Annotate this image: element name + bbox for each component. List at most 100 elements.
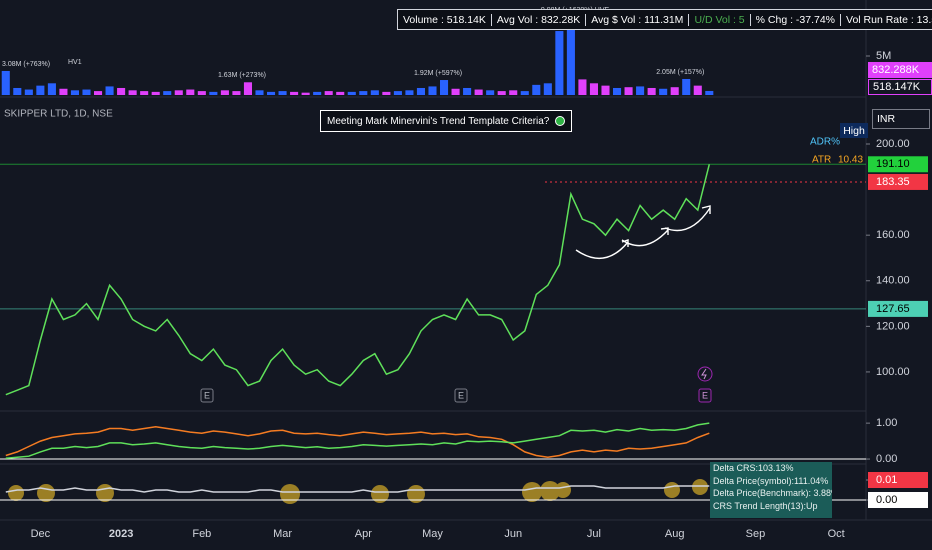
x-tick-label: 2023 [109, 528, 133, 540]
volume-bar [13, 87, 22, 95]
volume-bar [278, 91, 287, 95]
x-tick-label: Apr [355, 528, 372, 540]
y-tick-label: 120.00 [876, 320, 910, 332]
earnings-letter: E [204, 390, 210, 400]
y-tick-label: 5M [876, 50, 891, 62]
series-line [5, 164, 711, 396]
volume-bar [82, 89, 91, 95]
volume-bar [324, 91, 333, 95]
y-tick-label: 0.01 [876, 474, 897, 486]
price-badge-label: 183.35 [876, 176, 910, 188]
earnings-icon [698, 388, 712, 403]
arrow [575, 241, 629, 259]
volume-bar [24, 89, 33, 95]
series-line [5, 485, 710, 493]
y-tick-label: 160.00 [876, 229, 910, 241]
volume-bar [266, 91, 276, 95]
volume-bar [670, 87, 679, 95]
crs-line: CRS Trend Length(13):Up [713, 500, 818, 511]
arrow [621, 229, 669, 247]
price-badge-label: 127.65 [876, 303, 910, 315]
earnings-icon [454, 388, 468, 403]
volume-bar [601, 85, 610, 95]
atr-label: ATR [812, 155, 831, 166]
stat-item: U/D Vol : 5 [689, 13, 751, 26]
volume-bar [509, 90, 518, 95]
signal-dot [555, 482, 571, 498]
volume-bar [336, 91, 345, 95]
crs-box: Delta CRS:103.13% Delta Price(symbol):111… [710, 462, 832, 518]
earnings-letter: E [702, 390, 708, 400]
y-tick-label: 140.00 [876, 275, 910, 287]
criteria-box: Meeting Mark Minervini's Trend Template … [320, 110, 573, 132]
volume-bar [624, 87, 633, 95]
signal-dot [540, 481, 560, 501]
x-tick-label: Mar [273, 528, 292, 540]
lightning [701, 368, 707, 380]
volume-bar [290, 91, 299, 95]
volume-bar [70, 90, 80, 95]
volume-bar [140, 91, 149, 95]
high-label: High [840, 123, 868, 138]
volume-bar [566, 17, 575, 95]
signal-dot [8, 485, 24, 501]
signal-dot [37, 484, 55, 502]
arrow [664, 207, 711, 232]
symbol-label: SKIPPER LTD, 1D, NSE [4, 109, 113, 120]
volume-bar [243, 82, 253, 95]
earnings-icons: E E E [200, 366, 713, 403]
series-line [5, 422, 710, 460]
volume-bar [486, 90, 495, 95]
x-tick-label: Dec [31, 528, 51, 540]
x-tick-label: Jul [587, 528, 601, 540]
stat-item: % Chg : -37.74% [751, 13, 842, 26]
criteria-text: Meeting Mark Minervini's Trend Template … [327, 115, 550, 127]
stats-bar: Volume : 518.14K Avg Vol : 832.28K Avg $ V… [397, 9, 932, 30]
volume-bar [705, 90, 714, 95]
signal-dot [371, 485, 389, 503]
volume-bar [474, 89, 483, 95]
signal-dot [280, 484, 300, 504]
earnings-letter: E [458, 390, 464, 400]
x-tick-label: Feb [192, 528, 211, 540]
volume-bar [555, 31, 564, 95]
volume-bar [693, 85, 702, 95]
volume-label: 3.08M (+763%) [2, 61, 50, 68]
x-tick-label: Aug [665, 528, 685, 540]
volume-label: 1.92M (+597%) [414, 70, 462, 77]
volume-bar [463, 87, 472, 95]
crs-line: Delta Price(Benchmark): 3.88% [713, 488, 832, 498]
status-dot [555, 116, 566, 126]
stat-item: Volume : 518.14K [398, 13, 492, 26]
volume-bar [532, 84, 541, 95]
volume-bar [578, 79, 587, 95]
volume-bar [220, 90, 229, 95]
arrowhead [701, 205, 711, 214]
volume-bar [347, 91, 356, 95]
y-tick-label: 100.00 [876, 366, 910, 378]
volume-bar [636, 86, 645, 95]
trend-arrows [575, 205, 711, 259]
signal-dot [664, 482, 680, 498]
currency-button[interactable]: INR [872, 109, 930, 129]
volume-bar [497, 91, 506, 95]
signal-dot [96, 484, 114, 502]
volume-bar [612, 87, 622, 95]
price-badge [868, 156, 928, 173]
volume-bar [451, 88, 460, 95]
price-badge [868, 300, 928, 317]
crs-line: Delta CRS:103.13% [713, 463, 794, 473]
volume-bar [151, 91, 160, 95]
price-badge [868, 173, 928, 190]
volume-bar [301, 92, 310, 95]
volume-bar [47, 83, 56, 95]
volume-bar [128, 90, 137, 95]
volume-bar [416, 87, 426, 95]
volume-bar [232, 91, 241, 95]
volume-bar [659, 88, 668, 95]
volume-label: 2.05M (+157%) [656, 69, 704, 76]
volume-bar [163, 91, 172, 95]
volume-bar [520, 91, 529, 95]
